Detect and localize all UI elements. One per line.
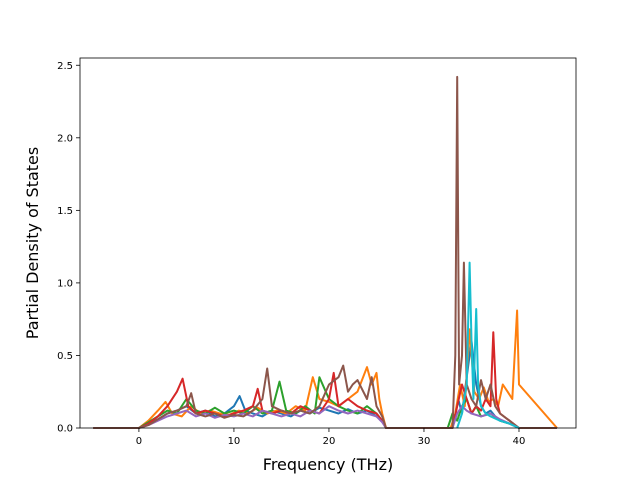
y-tick-label: 2.5: [57, 61, 73, 72]
y-tick-label: 0.5: [57, 351, 73, 362]
y-tick-label: 2.0: [57, 133, 73, 144]
y-axis-label: Partial Density of States: [23, 147, 42, 339]
series-line-7: [456, 261, 520, 429]
y-tick-label: 0.0: [57, 424, 73, 435]
x-tick-label: 40: [513, 436, 526, 447]
series-line-6: [93, 75, 557, 429]
x-tick-label: 20: [323, 436, 336, 447]
plot-frame: [79, 57, 577, 429]
series-line-5: [93, 405, 557, 429]
y-axis-ticks: 0.0 0.5 1.0 1.5 2.0 2.5: [57, 61, 80, 435]
plot-lines: [93, 75, 558, 429]
x-axis-ticks: 0 10 20 30 40: [136, 428, 526, 447]
y-tick-label: 1.0: [57, 278, 73, 289]
x-axis-label: Frequency (THz): [263, 455, 393, 474]
x-tick-label: 0: [136, 436, 142, 447]
x-tick-label: 30: [418, 436, 431, 447]
y-tick-label: 1.5: [57, 206, 73, 217]
x-tick-label: 10: [228, 436, 241, 447]
series-line-4: [93, 331, 557, 429]
